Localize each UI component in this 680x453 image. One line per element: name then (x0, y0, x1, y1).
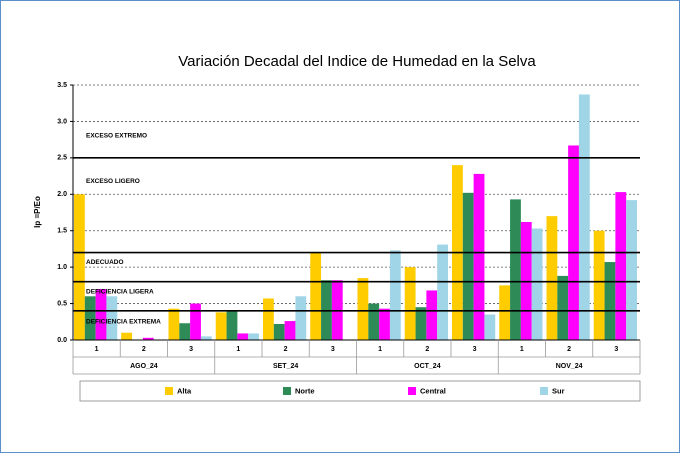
bar (568, 145, 579, 340)
bar (295, 296, 307, 340)
x-tick-label: 1 (378, 346, 382, 353)
legend-swatch (283, 387, 291, 395)
legend-swatch (408, 387, 416, 395)
y-tick-label: 0.0 (57, 337, 67, 344)
group-label: SET_24 (273, 363, 298, 370)
bar (95, 289, 107, 340)
bar (546, 216, 558, 340)
bar (237, 333, 249, 340)
bar (368, 303, 380, 340)
legend-label: Alta (177, 386, 192, 395)
bar (357, 278, 369, 340)
bar (578, 94, 590, 340)
legend-swatch (165, 387, 173, 395)
x-tick-label: 1 (95, 346, 99, 353)
bar (168, 308, 180, 340)
bar (484, 314, 496, 340)
bar (215, 312, 227, 340)
bar (462, 192, 474, 340)
bar (626, 200, 637, 340)
zone-label: EXCESO EXTREMO (86, 133, 147, 140)
bar (437, 244, 448, 340)
bar (473, 173, 485, 340)
bar (389, 250, 401, 340)
bar (84, 296, 96, 340)
x-tick-label: 3 (614, 346, 618, 353)
x-tick-label: 3 (473, 346, 477, 353)
bar (142, 337, 154, 340)
bar (190, 303, 201, 340)
bar (415, 307, 427, 340)
y-tick-label: 0.5 (57, 300, 67, 307)
bar (510, 199, 521, 340)
bar (248, 333, 259, 340)
legend-label: Central (420, 386, 446, 395)
bar (284, 321, 296, 340)
bar (604, 262, 616, 340)
y-tick-label: 3.5 (57, 82, 67, 89)
bar (531, 228, 543, 340)
bar (310, 252, 322, 340)
x-tick-label: 3 (331, 346, 335, 353)
legend-label: Sur (552, 386, 565, 395)
bar (404, 267, 416, 340)
zone-label: EXCESO LIGERO (86, 178, 140, 185)
group-label: OCT_24 (414, 363, 441, 370)
chart-title: Variación Decadal del Indice de Humedad … (178, 53, 536, 70)
bar (74, 194, 85, 340)
y-axis-label: Ip =P/Eo (33, 196, 42, 228)
y-tick-label: 1.0 (57, 264, 67, 271)
bar (615, 192, 627, 340)
bar (121, 332, 133, 340)
zone-label: DEFICIENCIA EXTREMA (86, 319, 161, 326)
group-label: NOV_24 (556, 363, 583, 370)
bar (379, 308, 390, 340)
legend-swatch (540, 387, 548, 395)
y-tick-label: 2.5 (57, 155, 67, 162)
x-tick-label: 3 (189, 346, 193, 353)
legend-box (79, 380, 641, 402)
bar (557, 275, 569, 340)
bar (200, 336, 212, 340)
bar (179, 323, 191, 340)
bar (426, 290, 438, 340)
bar (273, 323, 285, 340)
y-tick-label: 2.0 (57, 191, 67, 198)
x-tick-label: 2 (567, 346, 571, 353)
bar (226, 310, 238, 340)
zone-label: DEFICIENCIA LIGERA (86, 289, 154, 296)
x-tick-label: 1 (520, 346, 524, 353)
bar (499, 285, 511, 340)
x-tick-label: 2 (425, 346, 429, 353)
x-tick-label: 2 (284, 346, 288, 353)
y-tick-label: 3.0 (57, 118, 67, 125)
legend-label: Norte (295, 386, 315, 395)
bar (593, 230, 605, 340)
y-tick-label: 1.5 (57, 228, 67, 235)
x-tick-label: 1 (236, 346, 240, 353)
x-tick-label: 2 (142, 346, 146, 353)
zone-label: ADECUADO (86, 259, 124, 266)
group-label: AGO_24 (130, 363, 158, 370)
bar (106, 296, 118, 340)
bar (263, 298, 274, 340)
